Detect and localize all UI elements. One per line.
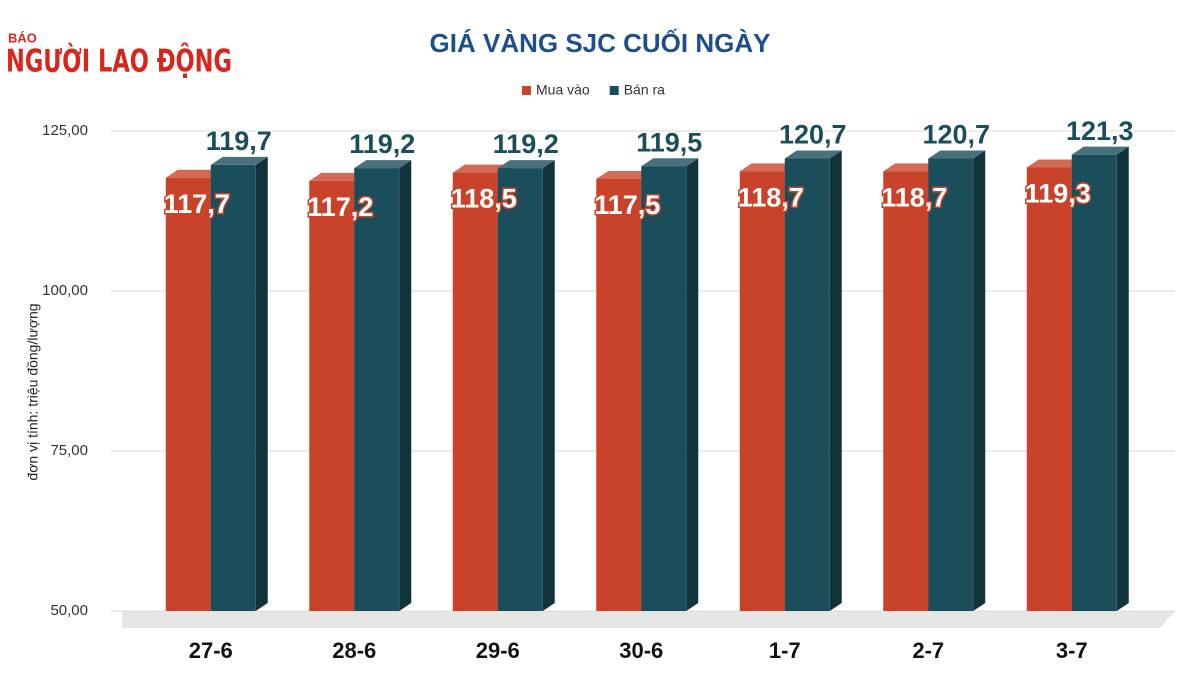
bar-side [542,160,555,611]
bar [784,158,830,611]
y-tick-label: 50,00 [50,602,88,619]
y-axis-label: đơn vị tính: triệu đồng/lượng [25,303,41,480]
value-label: 117,2 [307,192,373,222]
logo-small: BÁO [8,30,37,45]
logo-main: NGƯỜI LAO ĐỘNG [6,43,232,80]
value-label: 117,7 [164,189,230,219]
bar-top [1071,146,1129,155]
bar [596,179,642,611]
bar-side [255,156,268,612]
bar [354,168,400,611]
bar-top [1026,159,1084,168]
value-label: 119,5 [636,127,702,157]
bar-top [641,158,699,167]
bar-top [452,164,510,173]
bar-top [497,160,555,169]
bar-top [354,160,412,169]
bar [928,158,974,611]
bar-side [399,160,412,611]
bar-top [165,169,223,178]
x-tick-label: 28-6 [332,638,376,663]
bar [497,168,543,611]
chart-title: GIÁ VÀNG SJC CUỐI NGÀY [430,28,771,58]
bar-top [928,150,986,159]
value-label: 119,2 [493,129,559,159]
value-label: 118,5 [451,184,517,214]
bar-top [309,172,367,181]
bar [883,171,929,611]
bar-top [883,163,941,172]
y-tick-label: 75,00 [50,442,88,459]
value-label: 120,7 [779,120,847,150]
bar [1071,154,1117,611]
bar-top [210,156,268,165]
x-tick-label: 29-6 [476,638,520,663]
x-tick-label: 1-7 [769,638,801,663]
value-label: 119,2 [349,129,415,159]
bar-top [739,163,797,172]
bar [452,172,498,611]
bar [165,177,211,611]
bar-top [596,171,654,179]
bar-side [1116,146,1129,611]
legend-swatch [522,86,531,95]
value-label: 118,7 [738,182,804,212]
bar-top [784,150,842,159]
value-label: 119,3 [1025,179,1091,209]
value-label: 120,7 [922,120,990,150]
bar-side [829,150,842,611]
legend-swatch [609,86,619,95]
value-label: 121,3 [1066,116,1134,146]
value-label: 119,7 [206,126,272,156]
x-tick-label: 3-7 [1056,638,1088,663]
bar [739,171,785,611]
bar-side [686,158,699,611]
y-tick-label: 100,00 [42,282,88,299]
floor [122,611,1175,628]
bar [309,180,355,612]
bar-side [973,150,986,611]
x-tick-label: 30-6 [619,638,663,663]
value-label: 117,5 [594,190,660,220]
bar [641,166,687,611]
bar [210,164,256,612]
value-label: 118,7 [881,182,947,212]
legend-label: Bán ra [624,82,665,98]
x-tick-label: 2-7 [912,638,944,663]
x-tick-label: 27-6 [189,638,233,663]
y-tick-label: 125,00 [42,122,88,139]
bar [1026,167,1072,612]
legend-label: Mua vào [536,82,590,98]
